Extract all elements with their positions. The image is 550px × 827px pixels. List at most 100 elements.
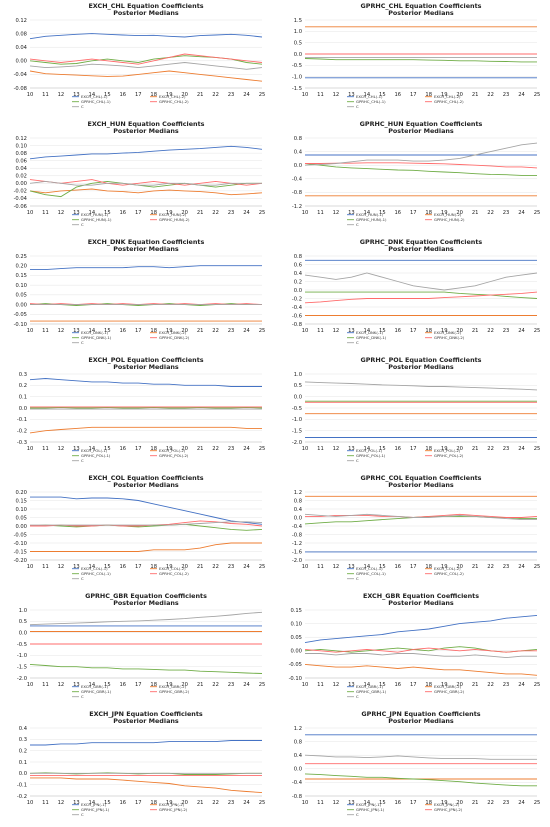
x-tick-label: 15 xyxy=(104,682,111,688)
series-line xyxy=(29,62,263,70)
legend-entry: GPRHC_HUN(-2) xyxy=(159,217,190,222)
series-line xyxy=(29,663,263,674)
legend-entry: GPRHC_DNK(-2) xyxy=(159,335,190,340)
y-tick-label: -0.2 xyxy=(17,794,27,800)
x-tick-label: 18 xyxy=(150,92,157,98)
x-tick-label: 22 xyxy=(212,446,219,452)
series-line xyxy=(304,773,537,787)
x-tick-label: 11 xyxy=(317,564,324,570)
x-tick-label: 24 xyxy=(518,92,525,98)
x-tick-label: 20 xyxy=(456,564,463,570)
x-tick-label: 10 xyxy=(27,564,34,570)
x-tick-label: 24 xyxy=(518,328,525,334)
x-tick-label: 21 xyxy=(197,564,204,570)
x-tick-label: 25 xyxy=(259,564,266,570)
x-tick-label: 19 xyxy=(441,328,448,334)
y-tick-label: -0.15 xyxy=(14,549,27,555)
x-tick-label: 20 xyxy=(456,446,463,452)
x-tick-label: 14 xyxy=(364,682,371,688)
x-tick-label: 24 xyxy=(243,682,250,688)
chart-subtitle: Posterior Medians xyxy=(113,127,179,135)
y-tick-label: 0.05 xyxy=(15,515,27,521)
x-tick-label: 16 xyxy=(394,800,401,806)
x-tick-label: 12 xyxy=(333,446,340,452)
x-tick-label: 12 xyxy=(58,328,65,334)
x-tick-label: 16 xyxy=(394,210,401,216)
x-tick-label: 15 xyxy=(379,564,386,570)
y-tick-label: 1.0 xyxy=(294,372,302,378)
x-tick-label: 11 xyxy=(42,446,49,452)
x-tick-label: 23 xyxy=(228,800,235,806)
x-tick-label: 16 xyxy=(394,92,401,98)
y-tick-label: 0.1 xyxy=(19,394,27,400)
x-tick-label: 25 xyxy=(259,446,266,452)
chart-subtitle: Posterior Medians xyxy=(388,245,454,253)
x-tick-label: 15 xyxy=(379,446,386,452)
x-tick-label: 13 xyxy=(348,210,355,216)
x-tick-label: 10 xyxy=(302,682,309,688)
legend-entry: GPRHC_COL(-1) xyxy=(356,571,386,576)
x-tick-label: 13 xyxy=(348,682,355,688)
x-tick-label: 20 xyxy=(181,682,188,688)
x-tick-label: 19 xyxy=(166,564,173,570)
x-tick-label: 16 xyxy=(119,564,126,570)
x-tick-label: 19 xyxy=(166,328,173,334)
x-tick-label: 25 xyxy=(259,682,266,688)
x-tick-label: 15 xyxy=(379,682,386,688)
x-tick-label: 24 xyxy=(518,210,525,216)
series-line xyxy=(304,647,537,653)
series-line xyxy=(30,521,263,526)
series-line xyxy=(30,496,263,525)
x-tick-label: 12 xyxy=(333,328,340,334)
legend-entry: GPRHC_HUN(-2) xyxy=(434,217,465,222)
x-tick-label: 11 xyxy=(317,92,324,98)
y-tick-label: -1.5 xyxy=(17,664,27,670)
chart-svg: GPRHC_HUN Equation CoefficientsPosterior… xyxy=(292,120,540,227)
series-line xyxy=(29,180,262,186)
y-tick-label: 1.0 xyxy=(294,29,302,35)
y-tick-label: -0.5 xyxy=(292,406,302,412)
x-tick-label: 25 xyxy=(259,800,266,806)
x-tick-label: 21 xyxy=(472,92,479,98)
chart-panel: EXCH_GBR Equation Coefficients Posterior … xyxy=(275,590,550,708)
x-tick-label: 22 xyxy=(487,446,494,452)
chart-panel: EXCH_COL Equation Coefficients Posterior … xyxy=(0,472,275,590)
chart-title: EXCH_CHL Equation Coefficients xyxy=(88,2,203,10)
x-tick-label: 16 xyxy=(394,446,401,452)
x-tick-label: 19 xyxy=(441,92,448,98)
y-tick-label: -1.2 xyxy=(292,204,302,210)
y-tick-label: -0.4 xyxy=(292,177,303,183)
legend-entry: EXCH_HUN(-1) xyxy=(356,212,384,217)
x-tick-label: 17 xyxy=(135,446,142,452)
x-tick-label: 13 xyxy=(73,92,80,98)
x-tick-label: 21 xyxy=(197,92,204,98)
x-tick-label: 12 xyxy=(58,92,65,98)
x-tick-label: 20 xyxy=(181,564,188,570)
x-tick-label: 14 xyxy=(89,446,96,452)
y-tick-label: -0.4 xyxy=(292,780,303,786)
x-tick-label: 14 xyxy=(364,328,371,334)
x-tick-label: 11 xyxy=(42,328,49,334)
y-tick-label: 0.5 xyxy=(294,40,302,46)
y-tick-label: -1.2 xyxy=(292,541,302,547)
chart-title: GPRHC_POL Equation Coefficients xyxy=(361,356,482,364)
y-tick-label: 1.5 xyxy=(294,18,302,24)
x-tick-label: 23 xyxy=(503,682,510,688)
x-tick-label: 20 xyxy=(181,92,188,98)
x-tick-label: 19 xyxy=(166,210,173,216)
legend-entry: GPRHC_DNK(-1) xyxy=(81,335,112,340)
x-tick-label: 24 xyxy=(243,328,250,334)
series-line xyxy=(304,381,538,391)
y-tick-label: -0.05 xyxy=(289,662,302,668)
x-tick-label: 22 xyxy=(487,800,494,806)
x-tick-label: 18 xyxy=(150,328,157,334)
x-tick-label: 16 xyxy=(119,92,126,98)
y-tick-label: 0.0 xyxy=(294,394,302,400)
legend-entry: GPRHC_GBR(-1) xyxy=(356,689,387,694)
y-tick-label: 0.0 xyxy=(19,406,27,412)
y-tick-label: 0.25 xyxy=(15,254,27,260)
y-tick-label: 0.00 xyxy=(15,181,27,187)
y-tick-label: 0.4 xyxy=(294,753,303,759)
legend-entry: GPRHC_COL(-2) xyxy=(159,571,189,576)
x-tick-label: 19 xyxy=(166,92,173,98)
